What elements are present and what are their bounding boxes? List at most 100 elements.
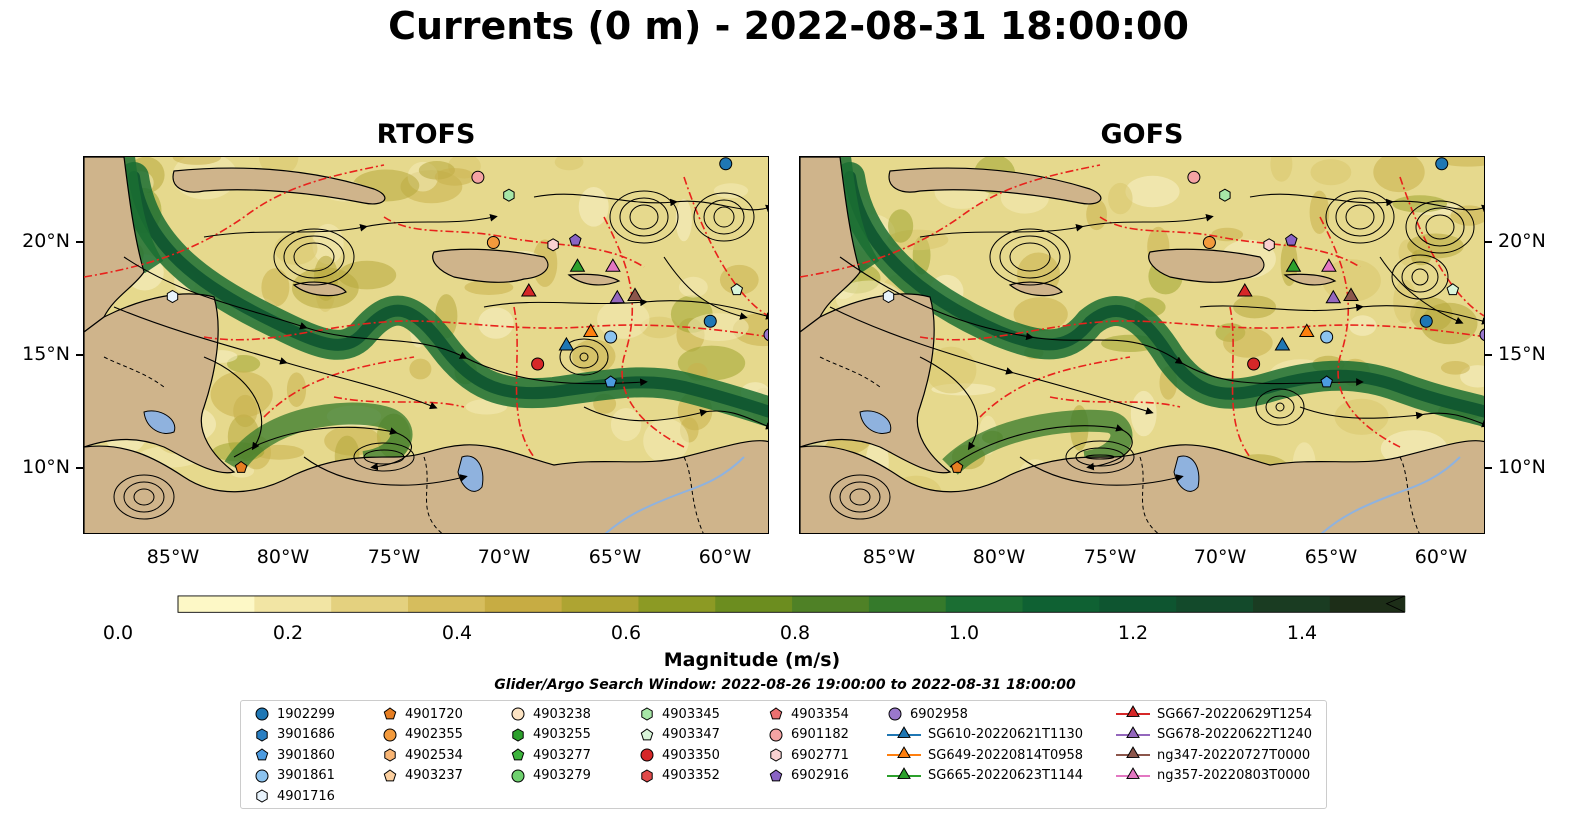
3901860-marker[interactable] (1320, 375, 1333, 388)
current-magnitude-patch (261, 268, 290, 307)
legend-symbol (897, 725, 911, 738)
legend-item: 6902916 (767, 766, 849, 786)
eddy-streamline (1065, 440, 1135, 474)
1902299-marker[interactable] (719, 157, 733, 171)
sg665-glider-marker[interactable] (1285, 258, 1302, 272)
legend-label: 4903354 (791, 706, 849, 722)
6902958-marker[interactable] (1479, 328, 1485, 341)
4903345-marker[interactable] (1219, 188, 1231, 202)
4901716-marker[interactable] (166, 289, 179, 304)
4901716-marker[interactable] (882, 289, 895, 304)
south-america-landmass (800, 440, 1484, 533)
3901861-marker[interactable] (604, 330, 618, 344)
ng347-glider-marker[interactable] (627, 287, 643, 301)
legend-marker-pentagon (769, 707, 783, 720)
legend-symbol (1126, 766, 1140, 779)
legend-marker-circle (511, 707, 525, 721)
legend-item: 3901686 (253, 725, 335, 745)
legend-item: SG678-20220622T1240 (1115, 725, 1312, 745)
3902299b-marker[interactable] (1419, 314, 1433, 328)
gofs-map-panel[interactable] (799, 156, 1485, 534)
sg649-glider-marker[interactable] (1298, 323, 1315, 337)
6901182-marker[interactable] (1187, 170, 1201, 184)
1902299-marker[interactable] (1435, 157, 1449, 171)
eddy-streamline (579, 352, 589, 362)
6902771-marker[interactable] (547, 238, 559, 252)
legend-marker-circle (383, 728, 397, 741)
search-window-caption: Glider/Argo Search Window: 2022-08-26 19… (494, 677, 1076, 693)
eddy-streamline (123, 481, 165, 513)
rtofs-map-panel[interactable] (83, 156, 769, 534)
eez-boundary (1229, 306, 1251, 458)
current-magnitude-patch (286, 372, 307, 407)
6902771-marker[interactable] (1263, 238, 1275, 252)
legend-label: SG665-20220623T1144 (928, 768, 1084, 783)
colorbar-tick-label: 0.4 (441, 622, 473, 644)
legend-item: SG610-20220621T1130 (886, 725, 1083, 745)
legend-marker-hexagon (256, 727, 268, 742)
sg610-glider-marker[interactable] (558, 336, 575, 351)
sg678-glider-marker[interactable] (609, 289, 626, 304)
current-magnitude-patch (210, 371, 273, 418)
cuba-landmass (888, 167, 1102, 205)
sg665-glider-marker[interactable] (569, 258, 586, 272)
eddy-streamline (353, 442, 415, 472)
eddy-streamline (1415, 207, 1465, 247)
6901182-marker[interactable] (471, 170, 485, 184)
ng347-glider-marker[interactable] (1343, 287, 1359, 301)
6902916-marker[interactable] (1285, 233, 1298, 246)
4902355-marker[interactable] (486, 236, 500, 249)
sg667-glider-marker[interactable] (1236, 283, 1253, 297)
4903345-marker[interactable] (503, 188, 515, 202)
colorbar-segment (715, 595, 793, 613)
colorbar-segment (408, 595, 486, 613)
colorbar-segment (792, 595, 870, 613)
4901720-marker[interactable] (234, 460, 248, 473)
4902355-marker[interactable] (1202, 236, 1216, 249)
ng357-glider-marker[interactable] (1321, 258, 1337, 272)
6902916-marker[interactable] (569, 233, 582, 246)
4901720-marker[interactable] (950, 460, 964, 473)
3902299b-marker[interactable] (703, 314, 717, 328)
4903347-marker[interactable] (730, 283, 744, 296)
lat-tickmark (1485, 354, 1492, 356)
3901860-marker[interactable] (604, 375, 617, 388)
legend-item: 4903350 (638, 745, 720, 765)
4903347-marker[interactable] (1446, 283, 1460, 296)
legend-symbol (511, 769, 525, 782)
legend-marker-triangle (1116, 725, 1150, 738)
6902958-marker[interactable] (763, 328, 769, 341)
legend-item: 4903279 (509, 766, 591, 786)
sg678-glider-marker[interactable] (1325, 289, 1342, 304)
legend-label: 4903237 (405, 768, 463, 783)
legend-item: 4901720 (381, 704, 463, 724)
colorbar-title: Magnitude (m/s) (663, 649, 841, 671)
4903350-marker[interactable] (1247, 357, 1261, 371)
4903350-marker[interactable] (531, 357, 545, 371)
streamline (663, 256, 748, 320)
sg649-glider-marker[interactable] (582, 323, 599, 337)
legend-symbol (1126, 725, 1140, 738)
legend-item: 4902534 (381, 745, 463, 765)
legend-item: 6901182 (767, 725, 849, 745)
legend-symbol (897, 746, 911, 759)
legend-marker-hexagon (770, 748, 782, 762)
eddy-streamline (629, 204, 659, 230)
legend-item: 3901860 (253, 745, 335, 765)
legend-item: 3901861 (253, 766, 335, 786)
colorbar-tick-label: 1.2 (1117, 622, 1149, 644)
legend-label: 4903238 (533, 706, 591, 722)
eddy-streamline (273, 228, 355, 286)
current-magnitude-patch (1125, 175, 1180, 208)
current-magnitude-patch (464, 279, 514, 295)
hispaniola-landmass (1148, 248, 1265, 283)
legend-marker-pentagon (383, 768, 397, 781)
eddy-streamline (1275, 402, 1285, 412)
3901861-marker[interactable] (1320, 330, 1334, 344)
ng357-glider-marker[interactable] (605, 258, 621, 272)
sg610-glider-marker[interactable] (1274, 336, 1291, 351)
current-magnitude-patch (1013, 297, 1068, 332)
eddy-streamline (1401, 261, 1439, 293)
eddy-streamline (1075, 447, 1125, 467)
sg667-glider-marker[interactable] (520, 283, 537, 297)
